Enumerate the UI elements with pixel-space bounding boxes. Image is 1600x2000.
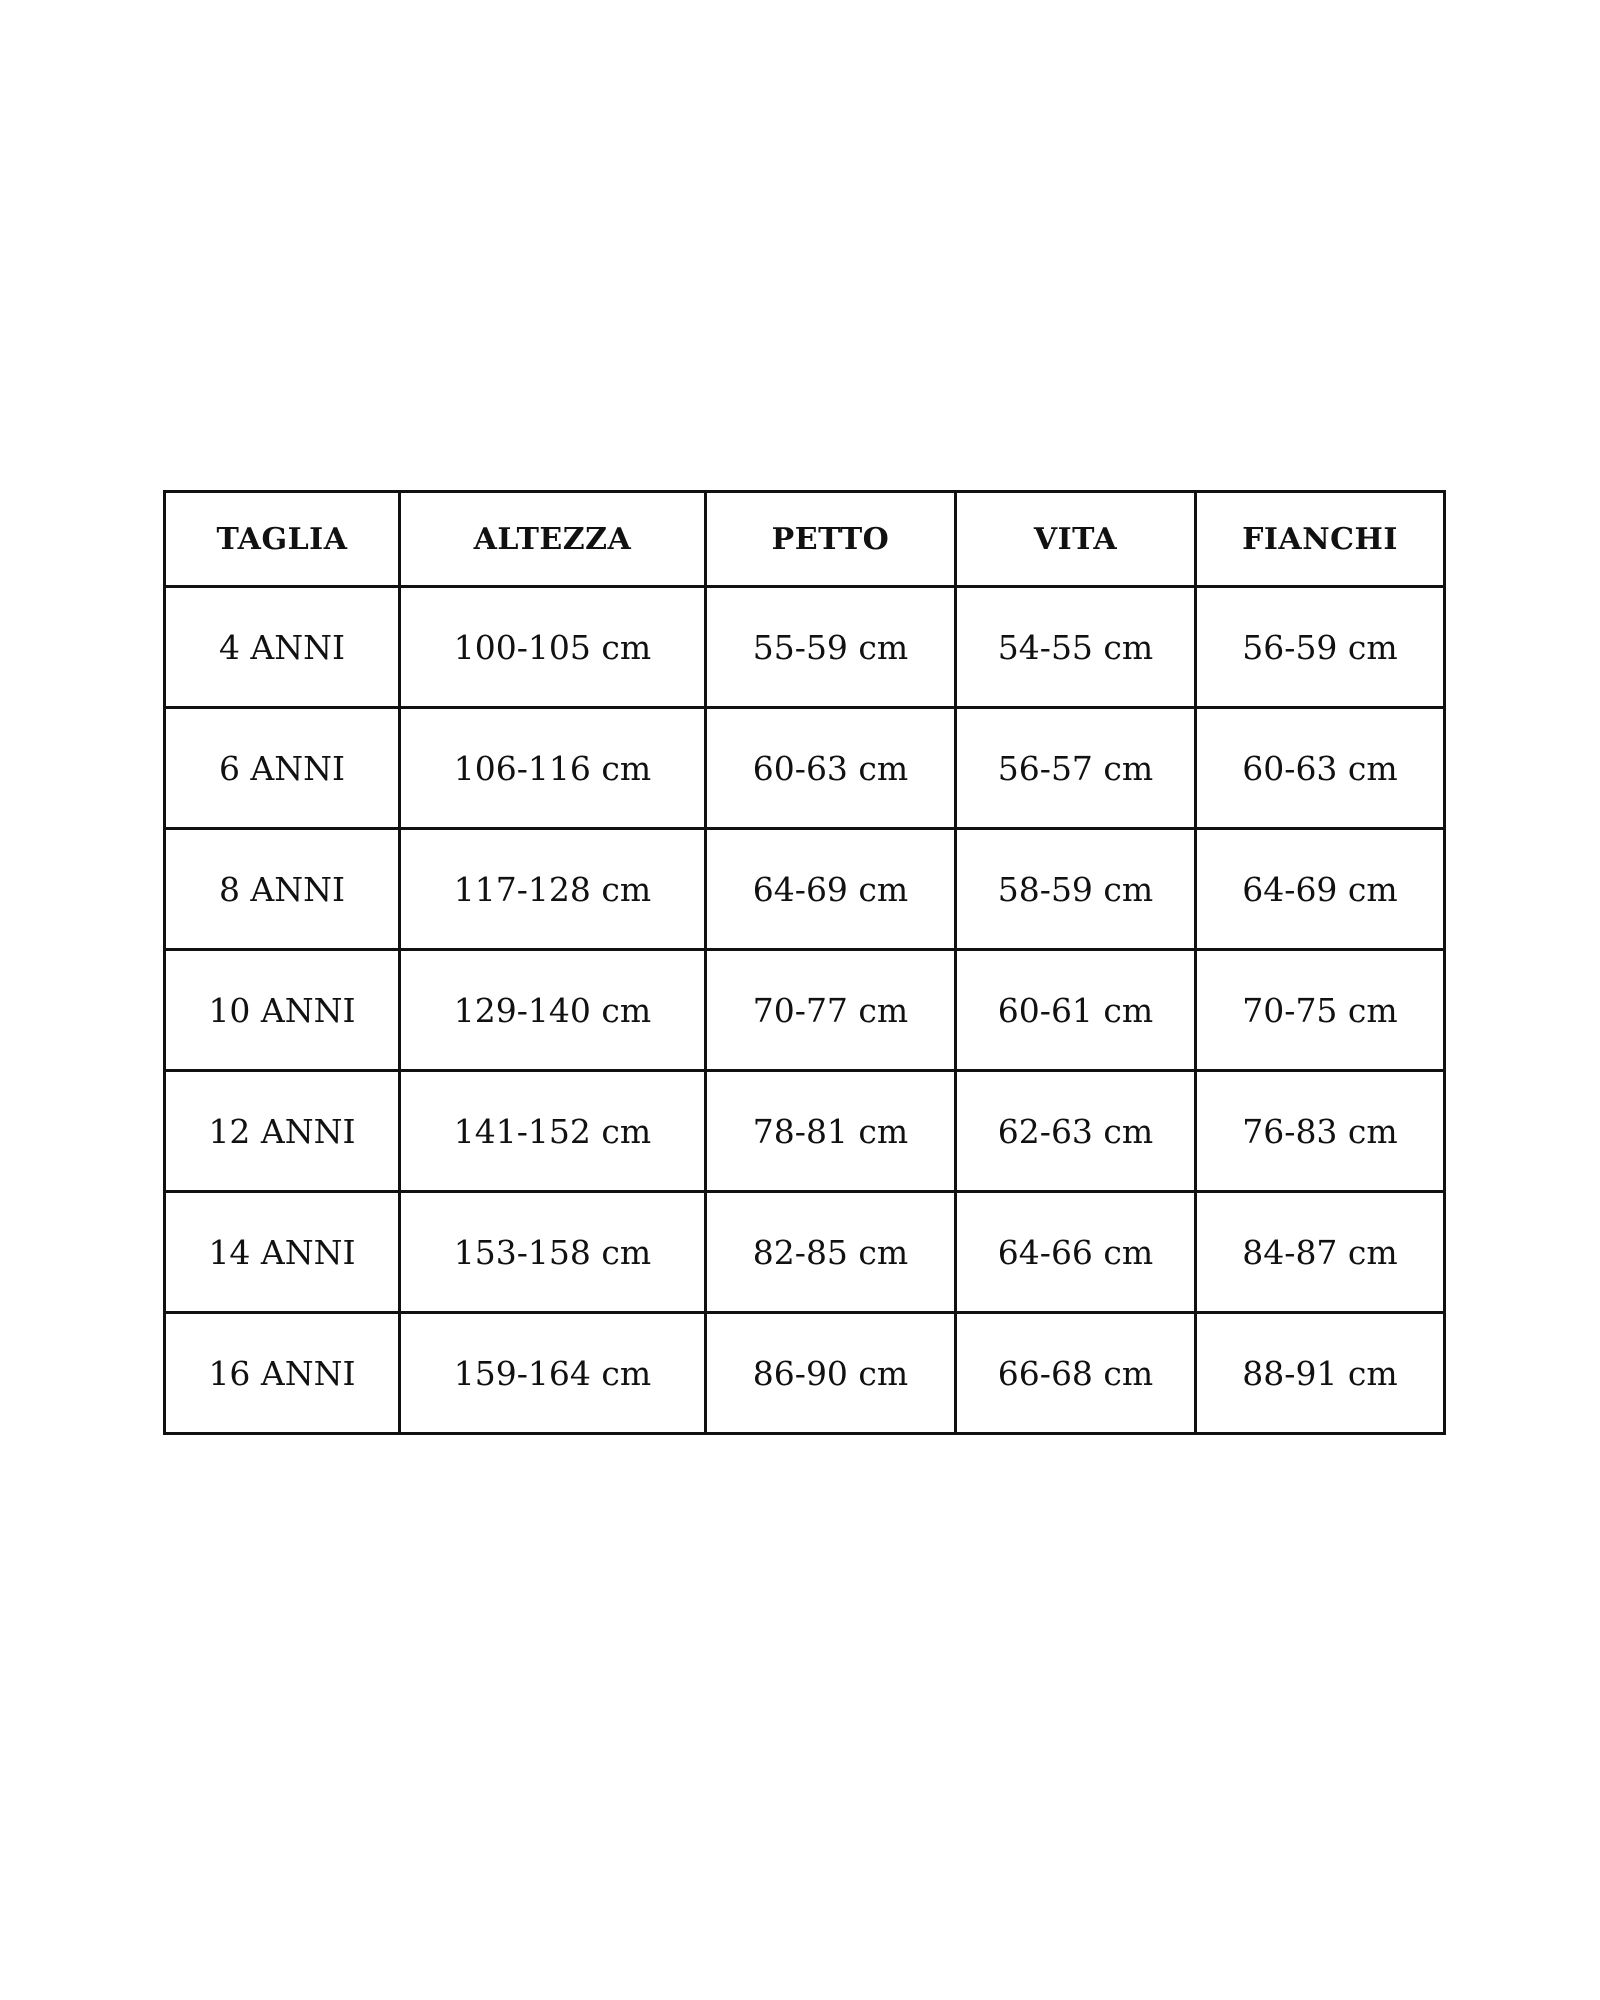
cell-petto: 64-69 cm <box>704 827 957 951</box>
cell-taglia: 8 ANNI <box>163 827 401 951</box>
table-row: 14 ANNI 153-158 cm 82-85 cm 64-66 cm 84-87 c… <box>163 1190 1446 1314</box>
cell-fianchi: 64-69 cm <box>1194 827 1446 951</box>
header-petto: PETTO <box>704 490 957 588</box>
table-body: 4 ANNI 100-105 cm 55-59 cm 54-55 cm 56-59 cm… <box>163 585 1446 1435</box>
cell-vita: 64-66 cm <box>954 1190 1197 1314</box>
table-row: 16 ANNI 159-164 cm 86-90 cm 66-68 cm 88-91 c… <box>163 1311 1446 1435</box>
cell-taglia: 16 ANNI <box>163 1311 401 1435</box>
cell-vita: 56-57 cm <box>954 706 1197 830</box>
header-altezza: ALTEZZA <box>398 490 707 588</box>
cell-fianchi: 76-83 cm <box>1194 1069 1446 1193</box>
cell-altezza: 159-164 cm <box>398 1311 707 1435</box>
table-row: 12 ANNI 141-152 cm 78-81 cm 62-63 cm 76-83 c… <box>163 1069 1446 1193</box>
cell-fianchi: 60-63 cm <box>1194 706 1446 830</box>
cell-petto: 60-63 cm <box>704 706 957 830</box>
table-row: 6 ANNI 106-116 cm 60-63 cm 56-57 cm 60-63 cm <box>163 706 1446 830</box>
cell-taglia: 4 ANNI <box>163 585 401 709</box>
cell-fianchi: 84-87 cm <box>1194 1190 1446 1314</box>
table-row: 8 ANNI 117-128 cm 64-69 cm 58-59 cm 64-69 cm <box>163 827 1446 951</box>
header-taglia: TAGLIA <box>163 490 401 588</box>
cell-petto: 70-77 cm <box>704 948 957 1072</box>
cell-taglia: 6 ANNI <box>163 706 401 830</box>
cell-vita: 66-68 cm <box>954 1311 1197 1435</box>
cell-petto: 86-90 cm <box>704 1311 957 1435</box>
cell-altezza: 153-158 cm <box>398 1190 707 1314</box>
header-fianchi: FIANCHI <box>1194 490 1446 588</box>
cell-altezza: 100-105 cm <box>398 585 707 709</box>
cell-altezza: 129-140 cm <box>398 948 707 1072</box>
table-row: 10 ANNI 129-140 cm 70-77 cm 60-61 cm 70-75 c… <box>163 948 1446 1072</box>
cell-fianchi: 88-91 cm <box>1194 1311 1446 1435</box>
cell-vita: 62-63 cm <box>954 1069 1197 1193</box>
cell-fianchi: 70-75 cm <box>1194 948 1446 1072</box>
cell-petto: 82-85 cm <box>704 1190 957 1314</box>
size-chart-table: TAGLIA ALTEZZA PETTO VITA FIANCHI 4 ANNI… <box>163 490 1446 1435</box>
cell-vita: 54-55 cm <box>954 585 1197 709</box>
cell-vita: 60-61 cm <box>954 948 1197 1072</box>
table-row: 4 ANNI 100-105 cm 55-59 cm 54-55 cm 56-59 cm <box>163 585 1446 709</box>
header-row: TAGLIA ALTEZZA PETTO VITA FIANCHI <box>163 490 1446 588</box>
header-vita: VITA <box>954 490 1197 588</box>
cell-taglia: 12 ANNI <box>163 1069 401 1193</box>
cell-taglia: 14 ANNI <box>163 1190 401 1314</box>
cell-petto: 55-59 cm <box>704 585 957 709</box>
cell-altezza: 106-116 cm <box>398 706 707 830</box>
cell-taglia: 10 ANNI <box>163 948 401 1072</box>
cell-petto: 78-81 cm <box>704 1069 957 1193</box>
cell-altezza: 117-128 cm <box>398 827 707 951</box>
cell-vita: 58-59 cm <box>954 827 1197 951</box>
cell-altezza: 141-152 cm <box>398 1069 707 1193</box>
cell-fianchi: 56-59 cm <box>1194 585 1446 709</box>
